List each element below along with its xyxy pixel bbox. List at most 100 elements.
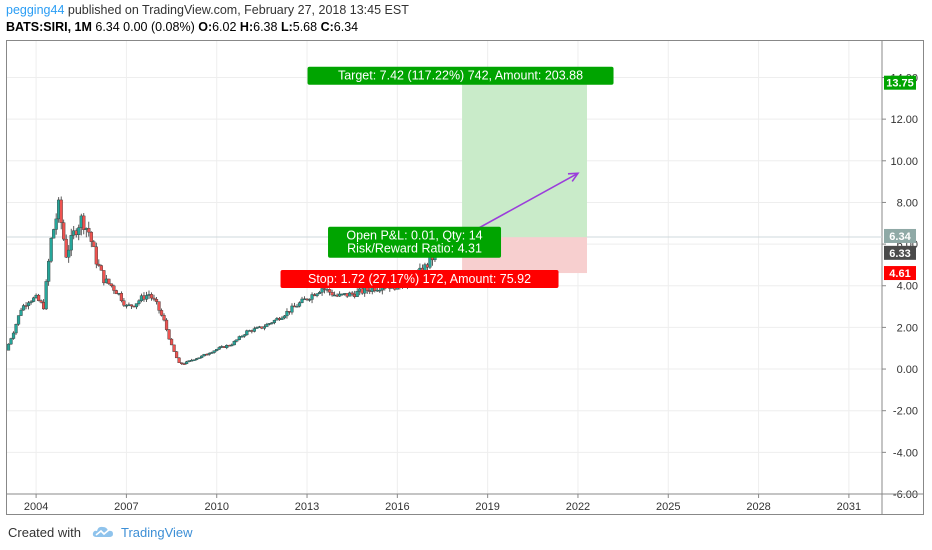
stop-label-text: Stop: 1.72 (27.17%) 172, Amount: 75.92 bbox=[308, 272, 531, 286]
candle-body bbox=[129, 304, 134, 307]
open-pl-label-text: Risk/Reward Ratio: 4.31 bbox=[347, 242, 482, 256]
x-tick-label: 2022 bbox=[566, 501, 590, 513]
candle-body bbox=[24, 305, 28, 307]
candle-body bbox=[348, 292, 352, 297]
y-tick-label: -6.00 bbox=[893, 489, 918, 501]
candle-body bbox=[97, 263, 101, 266]
candle-body bbox=[77, 227, 81, 236]
candle-body bbox=[26, 302, 31, 306]
close-label: C: bbox=[317, 20, 334, 34]
candle-body bbox=[197, 357, 201, 359]
candle-body bbox=[144, 295, 149, 300]
candle-body bbox=[240, 336, 244, 338]
candle-body bbox=[317, 292, 322, 294]
prev-close-badge-bg bbox=[884, 245, 916, 260]
symbol-line: BATS:SIRI, 1M 6.34 0.00 (0.08%) O:6.02 H… bbox=[6, 20, 358, 34]
candle-body bbox=[164, 319, 169, 330]
candle-body bbox=[330, 292, 334, 296]
candle-body bbox=[11, 332, 16, 339]
candle-body bbox=[210, 352, 214, 354]
price-chart[interactable]: 14.0012.0010.008.006.004.002.000.00-2.00… bbox=[6, 40, 924, 515]
candle-body bbox=[16, 315, 21, 325]
y-tick-label: 2.00 bbox=[897, 322, 918, 334]
candle-body bbox=[225, 345, 229, 348]
candle-body bbox=[315, 293, 319, 297]
open-pl-label-text: Open P&L: 0.01, Qty: 14 bbox=[346, 229, 482, 243]
candle-body bbox=[54, 218, 58, 230]
candle-body bbox=[172, 344, 176, 352]
candle-body bbox=[265, 323, 269, 327]
close-value: 6.34 bbox=[333, 20, 359, 34]
candle-body bbox=[14, 324, 18, 334]
candle-body bbox=[157, 301, 161, 311]
target-label-text: Target: 7.42 (117.22%) 742, Amount: 203.… bbox=[338, 69, 583, 83]
candle-body bbox=[355, 291, 359, 297]
candle-body bbox=[94, 246, 98, 265]
candle-body bbox=[31, 297, 36, 302]
footer: Created with TradingView bbox=[8, 524, 193, 540]
y-tick-label: 0.00 bbox=[897, 364, 918, 376]
target-price-badge-bg bbox=[884, 75, 916, 90]
target-price-badge: 13.75 bbox=[886, 78, 914, 90]
candle-body bbox=[270, 322, 274, 324]
x-tick-label: 2016 bbox=[385, 501, 409, 513]
candle-body bbox=[195, 358, 199, 360]
candle-body bbox=[112, 285, 116, 291]
candle-body bbox=[177, 357, 181, 363]
candle-body bbox=[272, 319, 277, 323]
target-zone[interactable] bbox=[462, 82, 587, 238]
x-tick-label: 2028 bbox=[746, 501, 770, 513]
candle-body bbox=[137, 300, 141, 304]
candle-body bbox=[162, 315, 166, 321]
high-value: 6.38 bbox=[253, 20, 278, 34]
candle-body bbox=[285, 311, 289, 317]
projection-arrow-head bbox=[567, 172, 580, 182]
candle-body bbox=[192, 359, 196, 361]
candle-body bbox=[122, 300, 126, 306]
current-price-badge-bg bbox=[884, 228, 916, 243]
candle-body bbox=[215, 349, 219, 351]
low-value: 5.68 bbox=[292, 20, 318, 34]
x-tick-label: 2004 bbox=[24, 501, 48, 513]
x-tick-label: 2031 bbox=[837, 501, 861, 513]
candle-body bbox=[44, 281, 48, 310]
symbol-name: BATS:SIRI, 1M bbox=[6, 20, 92, 34]
candle-body bbox=[19, 309, 23, 316]
stop-label-box bbox=[280, 270, 559, 289]
tradingview-brand[interactable]: TradingView bbox=[120, 524, 193, 540]
candle-body bbox=[159, 310, 164, 316]
candle-body bbox=[92, 241, 96, 248]
candle-body bbox=[21, 305, 26, 311]
current-price-badge: 6.34 bbox=[889, 231, 911, 243]
candle-body bbox=[152, 297, 156, 300]
candle-body bbox=[107, 278, 111, 284]
candle-body bbox=[99, 265, 103, 271]
candle-body bbox=[102, 270, 106, 284]
open-pl-label-box bbox=[328, 226, 502, 258]
candle-body bbox=[200, 355, 204, 358]
candle-body bbox=[328, 289, 332, 293]
candle-body bbox=[52, 229, 56, 239]
candle-body bbox=[378, 289, 382, 292]
stop-price-badge: 4.61 bbox=[889, 268, 910, 280]
candle-body bbox=[134, 303, 139, 308]
candle-body bbox=[67, 249, 71, 258]
candle-body bbox=[9, 338, 13, 345]
projection-arrow-line[interactable] bbox=[461, 172, 579, 238]
candle-body bbox=[267, 323, 272, 325]
candle-body bbox=[109, 283, 113, 287]
candle-body bbox=[237, 336, 241, 340]
candle-body bbox=[47, 260, 51, 282]
prev-close-badge: 6.33 bbox=[889, 248, 910, 260]
candle-body bbox=[242, 334, 246, 337]
candle-body bbox=[252, 328, 256, 332]
candle-body bbox=[212, 350, 216, 353]
y-tick-label: 12.00 bbox=[890, 114, 918, 126]
candle-body bbox=[180, 362, 184, 364]
high-label: H: bbox=[236, 20, 254, 34]
candle-body bbox=[167, 329, 171, 340]
author-link[interactable]: pegging44 bbox=[6, 3, 65, 17]
candle-body bbox=[82, 215, 86, 230]
created-with-text: Created with bbox=[8, 524, 81, 540]
candle-body bbox=[6, 343, 11, 351]
